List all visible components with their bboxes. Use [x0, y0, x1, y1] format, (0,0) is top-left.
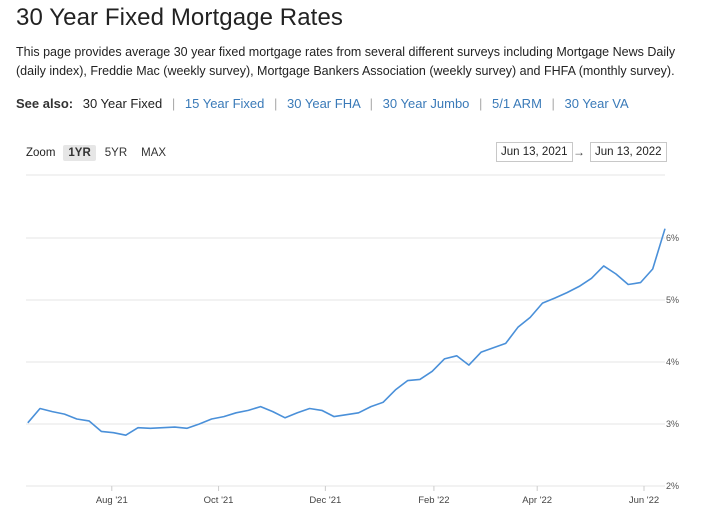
series-line: [27, 228, 666, 436]
page-title: 30 Year Fixed Mortgage Rates: [16, 4, 343, 31]
x-tick-label: Apr '22: [522, 495, 552, 506]
zoom-label: Zoom: [26, 147, 56, 159]
zoom-1yr-button[interactable]: 1YR: [63, 145, 96, 161]
page-description: This page provides average 30 year fixed…: [16, 45, 676, 78]
see-also-current: 30 Year Fixed: [82, 96, 163, 111]
y-tick-label: 4%: [666, 357, 679, 367]
link-30-year-fha[interactable]: 30 Year FHA: [287, 96, 361, 111]
separator: |: [551, 96, 555, 111]
separator: |: [369, 96, 374, 111]
y-tick-label: 3%: [666, 419, 679, 429]
range-arrow-icon: →: [573, 145, 585, 159]
y-tick-label: 2%: [666, 481, 679, 491]
range-from-input[interactable]: Jun 13, 2021: [496, 142, 573, 162]
x-tick-label: Dec '21: [309, 495, 341, 506]
x-tick-label: Jun '22: [629, 495, 659, 506]
see-also-label: See also:: [16, 96, 74, 111]
x-tick-label: Aug '21: [96, 495, 128, 506]
link-15-year-fixed[interactable]: 15 Year Fixed: [184, 96, 265, 111]
zoom-controls: Zoom 1YR 5YR MAX: [26, 145, 171, 161]
see-also-nav: See also: 30 Year Fixed | 15 Year Fixed …: [16, 96, 629, 111]
separator: |: [479, 96, 483, 111]
x-tick-label: Feb '22: [418, 495, 449, 506]
x-tick-label: Oct '21: [204, 495, 234, 506]
y-tick-label: 5%: [666, 295, 679, 305]
separator: |: [171, 96, 176, 111]
separator: |: [274, 96, 278, 111]
y-tick-label: 6%: [666, 233, 679, 243]
range-to-input[interactable]: Jun 13, 2022: [590, 142, 667, 162]
link-30-year-jumbo[interactable]: 30 Year Jumbo: [382, 96, 470, 111]
link-30-year-va[interactable]: 30 Year VA: [564, 96, 629, 111]
zoom-5yr-button[interactable]: 5YR: [104, 147, 128, 159]
link-5-1-arm[interactable]: 5/1 ARM: [492, 96, 542, 111]
zoom-max-button[interactable]: MAX: [141, 147, 167, 159]
